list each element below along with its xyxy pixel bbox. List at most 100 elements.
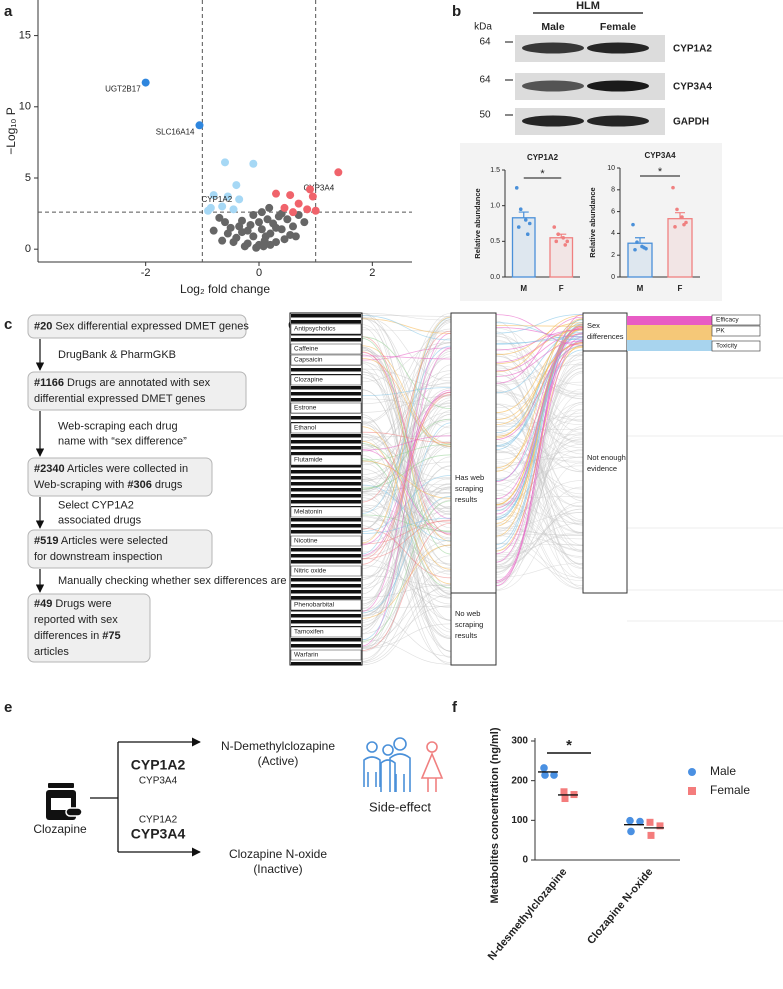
point [204,206,212,215]
flow-link [495,426,584,573]
flow-link [361,519,452,605]
point [209,191,218,200]
y-tick-label: 0 [25,243,31,255]
x-tick-label: 0 [256,267,262,279]
flow-link [495,478,584,534]
point [523,218,528,222]
outcome-label: PK [716,328,725,335]
point [235,195,244,204]
flow-link [361,610,452,657]
flow-link [495,533,584,536]
point [249,232,258,241]
y-tick-label: 1.5 [490,167,500,174]
flow-link [361,516,452,569]
enzyme: CYP1A2 [139,815,178,826]
point [525,232,530,236]
point [272,189,280,198]
drug-stripe [291,518,361,522]
flow-link [495,325,584,327]
point [561,235,566,240]
chart-title: CYP1A2 [527,153,559,162]
flow-link [361,318,452,334]
point [673,225,677,229]
drug-stripe [291,368,361,372]
flow-link [495,522,584,554]
point [675,207,679,212]
flow-text-part: Drugs were [52,598,111,610]
flow-link [361,500,452,642]
flow-link [361,497,452,592]
flow-link [361,322,452,610]
flow-box [27,314,247,339]
point [627,827,635,836]
drug-label: Clozapine [294,377,323,384]
point-label: SLC16A14 [156,127,195,136]
sankey: Antipsychotics Caffeine Capsaicin Clozapine… [289,312,783,666]
point [642,245,646,250]
marker-label: 64 [479,37,491,48]
flow-link [361,347,452,361]
legend-label: Female [710,783,750,797]
flow-link [495,412,584,473]
flow-link [495,314,584,373]
flow-link [495,339,584,583]
sankey-node [450,312,497,594]
step-label: Web-scraping each drug [58,420,178,432]
blot-band [522,80,584,92]
flow-link [495,462,584,582]
point [235,222,244,231]
significance-label: * [658,166,663,178]
node-label: Not enough [587,453,626,462]
y-axis-label: Relative abundance [588,187,597,257]
point [265,203,274,212]
point-label: UGT2B17 [105,85,141,94]
flow-link [495,418,584,461]
flow-text-part: Drugs are annotated with sex [64,377,211,389]
panel-background [460,143,722,301]
drug-node [290,626,362,638]
drug-stripe [291,320,361,324]
drug-label: Antipsychotics [294,326,336,333]
flow-link [361,426,452,570]
flow-link [361,336,452,410]
bar [549,237,574,278]
flow-link [361,435,452,451]
flow-link [361,522,452,651]
point [294,199,303,208]
drug-name: Clozapine [33,822,87,836]
flow-link [495,356,584,444]
flow-link [495,530,584,536]
flow-link [361,488,452,616]
flow-link [361,623,452,650]
flow-text-part: #306 [127,479,151,491]
drug-label: Phenobarbital [294,602,335,609]
flow-link [361,587,452,643]
drug-stripe [291,482,361,486]
drug-stripe [291,398,361,402]
drug-stripe [291,392,361,396]
flow-link [495,469,584,533]
flow-link [495,313,584,334]
x-axis-label: Log₂ fold change [180,282,270,296]
step-label: Manually checking whether sex difference… [58,575,331,587]
flow-link [495,314,584,346]
drug-node [290,454,362,466]
y-tick-label: 0.5 [490,238,500,245]
flow-link [361,476,452,652]
drug-node [290,323,362,335]
drug-stripe [291,596,361,600]
point [223,229,232,238]
point [280,203,289,212]
y-tick-label: 2 [611,252,615,259]
point [306,185,314,194]
drug-stripe [291,488,361,492]
y-axis-label: −Log₁₀ P [4,107,18,154]
drug-stripe [291,584,361,588]
flow-link [495,333,584,423]
flow-text: differential expressed DMET genes [34,393,206,405]
y-tick-label: 200 [511,775,528,786]
point [218,202,227,211]
drug-label: Caffeine [294,346,318,353]
blot-band [522,42,584,54]
drug-stripe [291,548,361,552]
